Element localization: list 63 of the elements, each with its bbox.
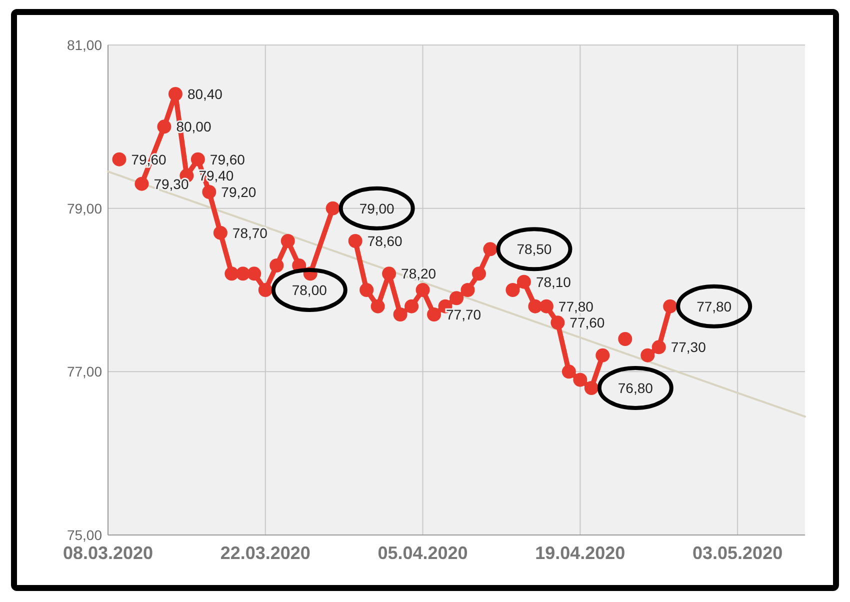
point bbox=[224, 266, 239, 281]
data-label: 77,80 bbox=[558, 298, 594, 314]
point bbox=[382, 266, 396, 281]
data-label: 80,40 bbox=[187, 86, 223, 102]
x-tick-label: 22.03.2020 bbox=[220, 543, 310, 563]
data-label: 77,70 bbox=[446, 306, 482, 322]
point bbox=[202, 185, 216, 199]
data-label: 78,20 bbox=[401, 266, 436, 282]
point bbox=[190, 152, 205, 166]
point bbox=[112, 152, 126, 166]
data-label: 77,30 bbox=[670, 339, 706, 356]
point bbox=[393, 308, 408, 322]
annotation: 76,80 bbox=[618, 380, 654, 396]
point bbox=[506, 283, 520, 297]
point bbox=[596, 348, 610, 362]
point bbox=[348, 234, 362, 248]
point bbox=[652, 340, 666, 354]
annotation: 78,50 bbox=[516, 241, 552, 258]
x-tick-label: 03.05.2020 bbox=[692, 543, 783, 563]
point bbox=[640, 348, 655, 362]
point bbox=[404, 299, 419, 314]
point bbox=[270, 258, 284, 272]
y-tick-label: 81,00 bbox=[66, 37, 102, 53]
point bbox=[157, 120, 172, 134]
point bbox=[416, 283, 430, 297]
data-label: 78,60 bbox=[367, 233, 403, 249]
point bbox=[539, 299, 554, 314]
point bbox=[584, 381, 598, 395]
point bbox=[516, 274, 531, 289]
y-tick-label: 79,00 bbox=[66, 200, 102, 216]
x-tick-label: 08.03.2020 bbox=[62, 543, 154, 563]
point bbox=[168, 87, 182, 101]
point bbox=[427, 308, 442, 322]
data-label: 79,30 bbox=[154, 176, 189, 192]
point bbox=[258, 283, 272, 297]
data-label: 79,20 bbox=[221, 184, 256, 200]
point bbox=[247, 266, 262, 281]
annotation: 78,00 bbox=[292, 282, 328, 298]
point bbox=[562, 364, 576, 379]
point bbox=[134, 176, 149, 191]
point bbox=[550, 316, 565, 330]
point bbox=[326, 201, 340, 216]
point bbox=[450, 291, 464, 306]
data-label: 79,60 bbox=[210, 151, 246, 168]
x-tick-label: 19.04.2020 bbox=[535, 543, 626, 563]
point bbox=[460, 283, 475, 297]
annotation: 79,00 bbox=[359, 200, 395, 216]
data-label: 78,10 bbox=[536, 274, 572, 290]
point bbox=[280, 234, 295, 248]
point bbox=[618, 332, 632, 346]
point bbox=[483, 242, 498, 256]
point bbox=[360, 283, 374, 297]
y-tick-label: 75,00 bbox=[66, 527, 102, 543]
point bbox=[213, 226, 228, 240]
data-label: 78,70 bbox=[232, 224, 268, 241]
point bbox=[472, 266, 486, 281]
y-tick-label: 77,00 bbox=[66, 364, 102, 380]
data-label: 77,60 bbox=[570, 314, 605, 331]
point bbox=[370, 299, 385, 314]
x-tick-label: 05.04.2020 bbox=[378, 543, 468, 563]
point bbox=[573, 372, 588, 387]
point bbox=[663, 299, 678, 314]
annotation: 77,80 bbox=[696, 298, 732, 314]
